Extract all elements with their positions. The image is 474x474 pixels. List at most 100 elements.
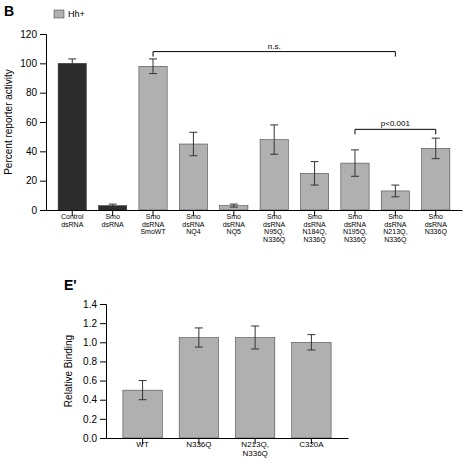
tick-label-line: dsRNA bbox=[182, 221, 205, 228]
error-bar bbox=[230, 204, 238, 207]
error-bar bbox=[149, 59, 157, 74]
bar bbox=[292, 342, 331, 438]
tick: 0.8 bbox=[83, 356, 106, 367]
tick-label: SmodsRNAN336Q bbox=[425, 213, 448, 236]
axis-line bbox=[100, 305, 107, 439]
error-bar-stem bbox=[311, 335, 312, 350]
tick-label-line: Smo bbox=[388, 213, 403, 220]
title: B bbox=[4, 3, 14, 19]
tick-label-line: N336Q bbox=[425, 228, 448, 236]
panel: B020406080100120ControldsRNASmodsRNASmod… bbox=[3, 3, 463, 244]
tick: N213Q,N336Q bbox=[241, 438, 269, 458]
error-bar bbox=[251, 326, 259, 349]
error-bar-stem bbox=[354, 150, 355, 176]
error-bar bbox=[270, 125, 278, 154]
tick: 0.6 bbox=[83, 375, 106, 386]
tick-label: 1.0 bbox=[83, 337, 97, 348]
bar bbox=[139, 66, 167, 210]
error-bar bbox=[68, 59, 76, 68]
tick-label: 0 bbox=[31, 205, 37, 216]
tick-label: N336Q bbox=[186, 440, 211, 449]
error-bar-cap bbox=[109, 204, 117, 205]
title: E' bbox=[64, 277, 77, 293]
tick-label-line: dsRNA bbox=[142, 221, 165, 228]
marks bbox=[58, 59, 450, 210]
tick-label-line: Smo bbox=[307, 213, 322, 220]
tick-label-line: dsRNA bbox=[344, 221, 367, 228]
y-axis: 020406080100120 bbox=[20, 29, 46, 216]
tick-label: SmodsRNAN195Q,N336Q bbox=[343, 213, 367, 244]
tick-label-line: dsRNA bbox=[384, 221, 407, 228]
error-bar-cap bbox=[139, 399, 147, 400]
tick: 1.4 bbox=[83, 299, 106, 310]
y-axis-title: Percent reporter activity bbox=[3, 69, 14, 175]
tick-label-line: N336Q bbox=[344, 236, 367, 244]
error-bar bbox=[189, 132, 197, 155]
tick-label-line: dsRNA bbox=[102, 221, 125, 228]
tick: 0.4 bbox=[83, 394, 106, 405]
tick-label-line: Smo bbox=[267, 213, 282, 220]
tick-label: 80 bbox=[26, 87, 38, 98]
bar bbox=[179, 338, 218, 439]
tick-mark bbox=[40, 93, 46, 94]
tick-mark bbox=[100, 323, 106, 324]
tick: WT bbox=[136, 438, 149, 449]
panel: E'0.00.20.40.60.81.01.21.4WTN336QN213Q,N… bbox=[63, 277, 349, 458]
y-axis-title: Relative Binding bbox=[63, 335, 74, 407]
plot: 0.00.20.40.60.81.01.21.4WTN336QN213Q,N33… bbox=[83, 299, 348, 458]
error-bar bbox=[195, 328, 203, 347]
tick-label-line: dsRNA bbox=[223, 221, 246, 228]
tick-mark bbox=[40, 122, 46, 123]
tick-label-line: Smo bbox=[348, 213, 363, 220]
error-bar-stem bbox=[255, 326, 256, 349]
marks bbox=[123, 326, 331, 438]
error-bar-cap bbox=[311, 185, 319, 186]
annotation-text: n.s. bbox=[268, 42, 281, 51]
x-axis: WTN336QN213Q,N336QC320A bbox=[107, 438, 349, 458]
error-bar bbox=[139, 381, 147, 400]
tick: 1.0 bbox=[83, 337, 106, 348]
error-bar-cap bbox=[230, 207, 238, 208]
tick-mark bbox=[100, 438, 106, 439]
tick: 0.0 bbox=[83, 433, 106, 444]
error-bar-cap bbox=[139, 380, 147, 381]
tick: SmodsRNAN184Q,N336Q bbox=[303, 210, 327, 244]
error-bar-cap bbox=[189, 132, 197, 133]
tick-label: SmodsRNA bbox=[102, 213, 125, 228]
tick-label: 0.0 bbox=[83, 433, 97, 444]
tick-label: SmodsRNAN213Q,N336Q bbox=[383, 213, 407, 244]
error-bar-stem bbox=[435, 138, 436, 159]
tick: 80 bbox=[26, 87, 46, 98]
tick-label-line: N336Q bbox=[242, 449, 267, 458]
tick: 40 bbox=[26, 146, 46, 157]
error-bar bbox=[307, 335, 315, 350]
tick-label: SmodsRNANQ5 bbox=[223, 213, 246, 236]
tick-label-line: dsRNA bbox=[303, 221, 326, 228]
tick: 60 bbox=[26, 117, 46, 128]
tick: 100 bbox=[20, 58, 46, 69]
tick-label: 0.8 bbox=[83, 356, 97, 367]
error-bar-cap bbox=[307, 334, 315, 335]
error-bar-cap bbox=[195, 347, 203, 348]
error-bar-stem bbox=[193, 132, 194, 155]
tick-label: SmodsRNAN184Q,N336Q bbox=[303, 213, 327, 244]
error-bar-stem bbox=[72, 59, 73, 68]
tick: SmodsRNASmoWT bbox=[140, 210, 166, 235]
bracket bbox=[355, 129, 436, 134]
error-bar-cap bbox=[149, 58, 157, 59]
error-bar-cap bbox=[270, 154, 278, 155]
axis-line bbox=[40, 35, 47, 211]
error-bar-stem bbox=[153, 59, 154, 74]
tick-label: 120 bbox=[20, 29, 37, 40]
tick-mark bbox=[100, 381, 106, 382]
error-bar bbox=[311, 162, 319, 185]
tick-label-line: Smo bbox=[105, 213, 120, 220]
tick-label: 0.2 bbox=[83, 414, 97, 425]
y-axis: 0.0 0.2 0.4 0.6 0.8 1.0 1.2 1.4 bbox=[83, 299, 106, 444]
tick-label-line: Smo bbox=[429, 213, 444, 220]
tick-label-line: dsRNA bbox=[61, 221, 84, 228]
tick-mark bbox=[40, 151, 46, 152]
tick: C320A bbox=[299, 438, 324, 449]
annotation-text: p<0.001 bbox=[381, 119, 411, 128]
tick-label: 1.2 bbox=[83, 318, 97, 329]
